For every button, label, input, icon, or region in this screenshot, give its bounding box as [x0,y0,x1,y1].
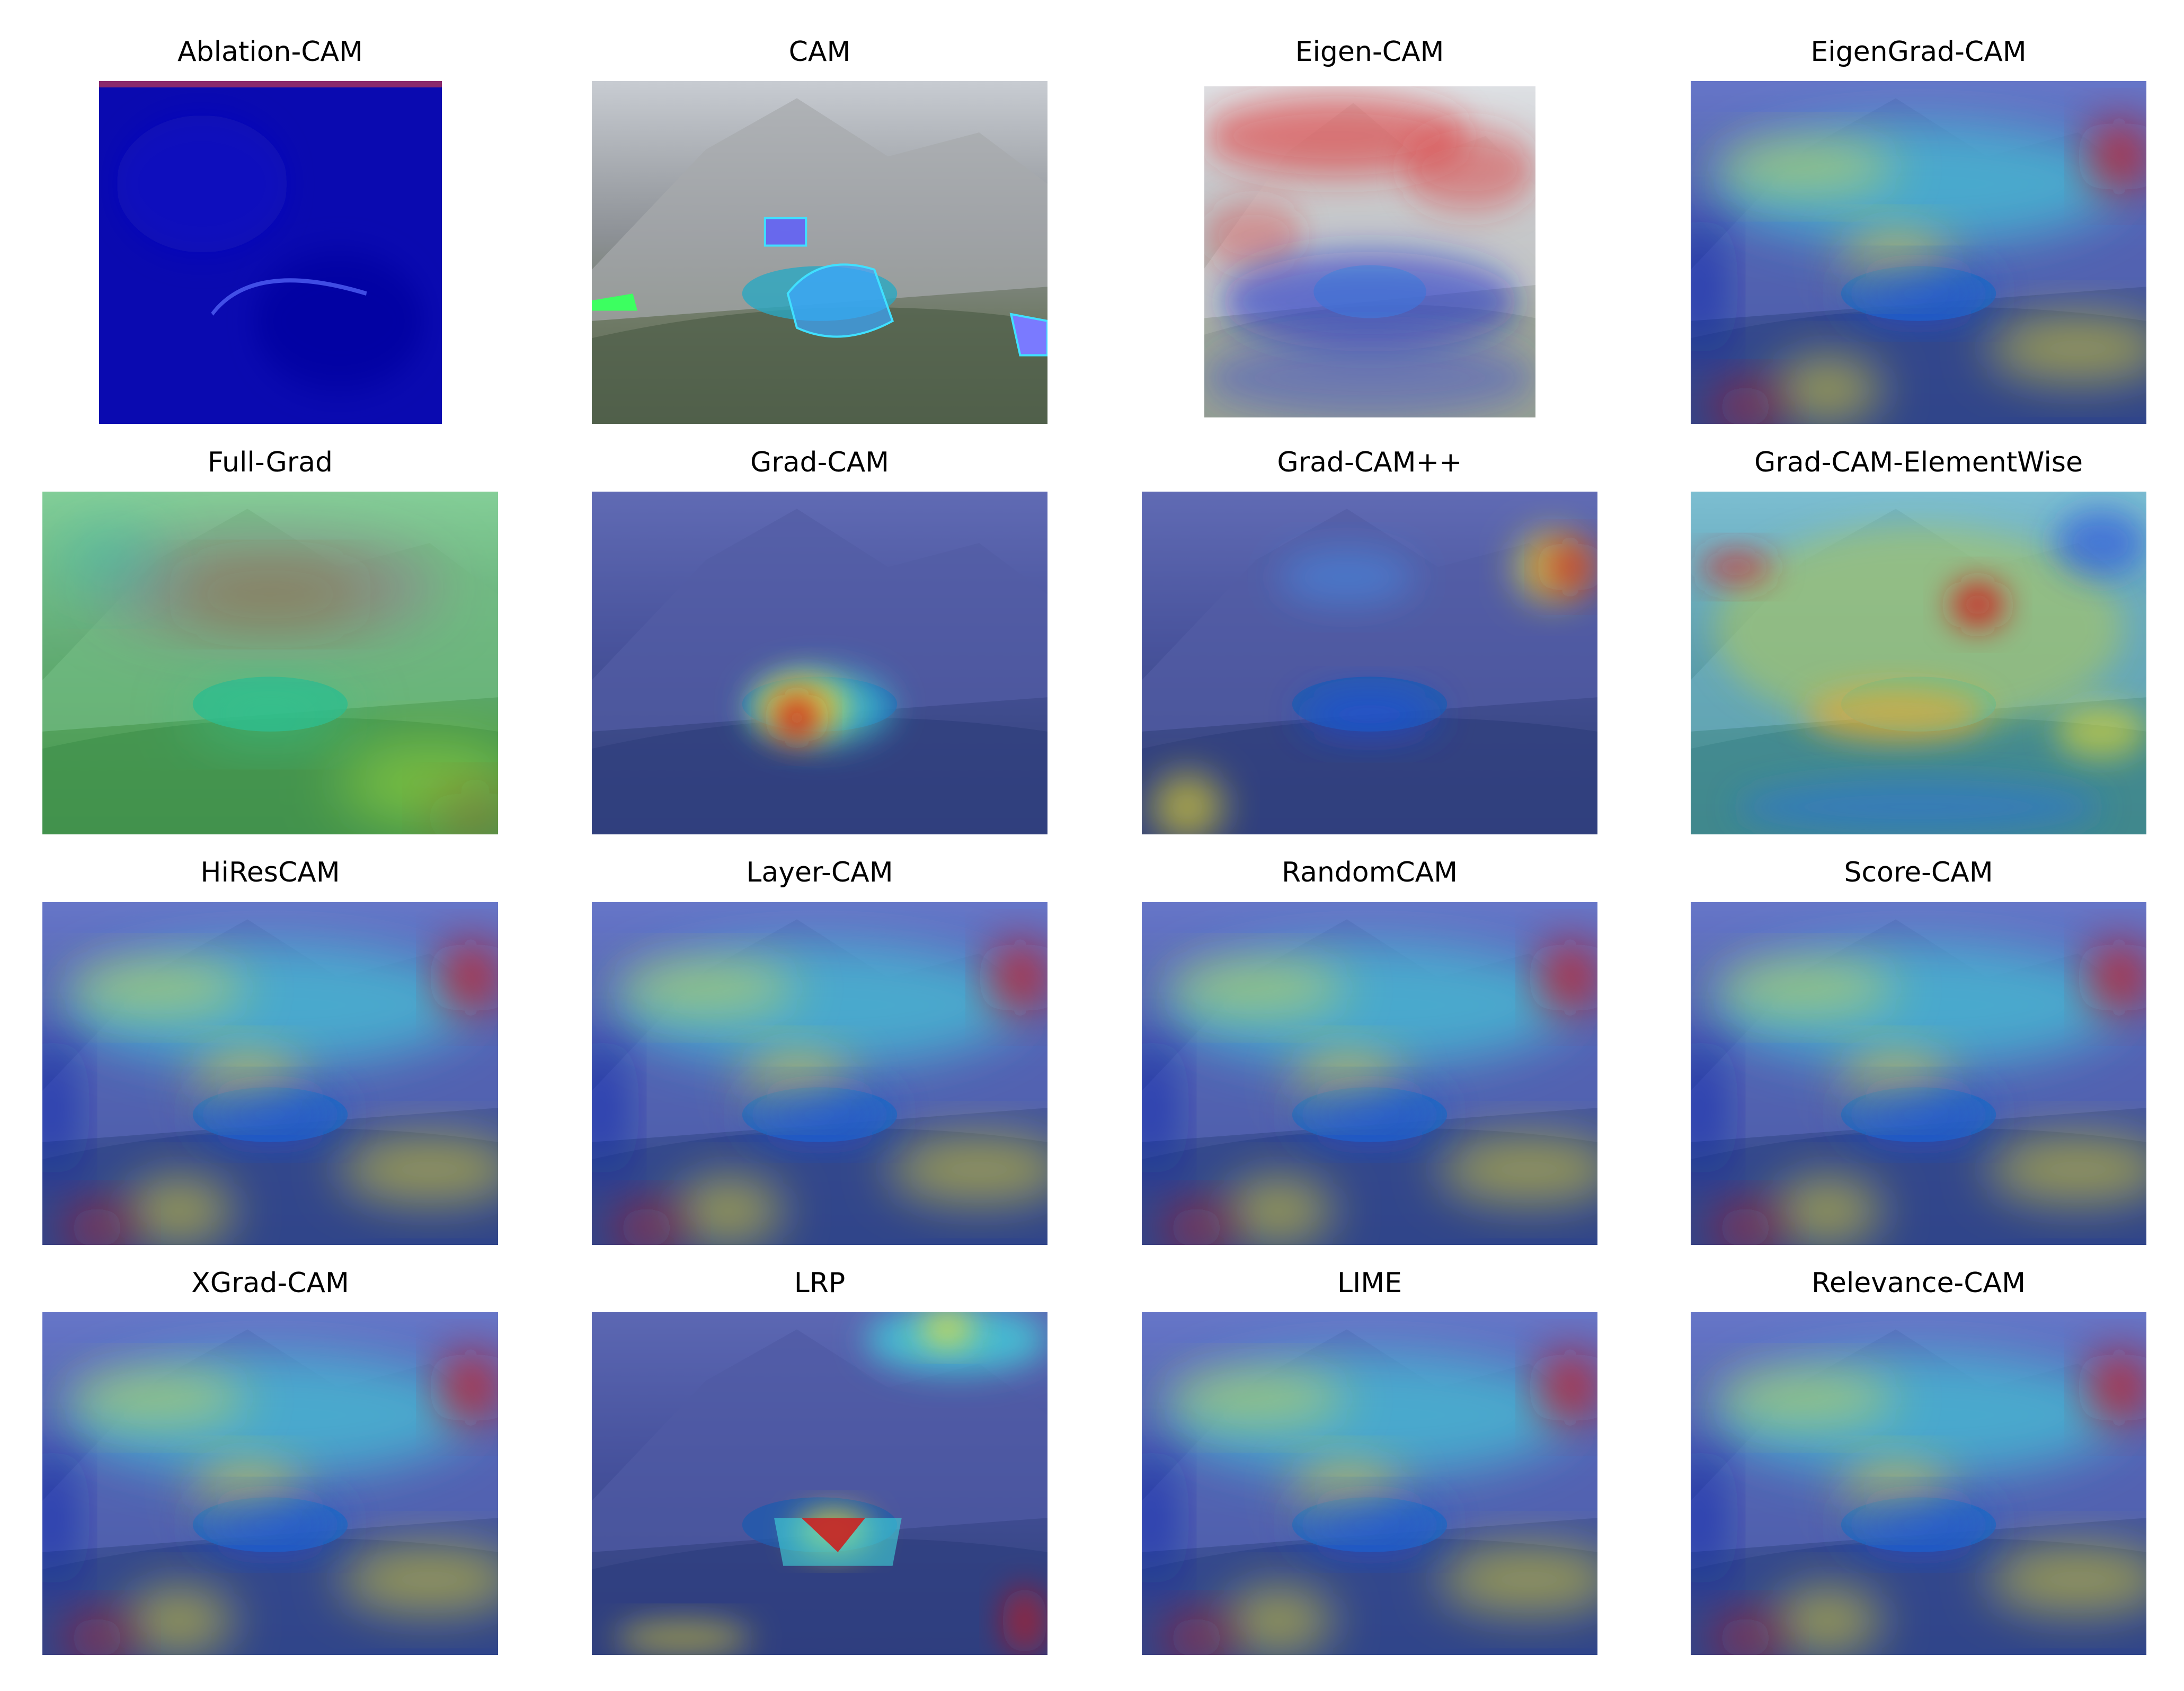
heatmap-image [1142,902,1597,1245]
panel-title-lime: LIME [1337,1267,1402,1299]
panel-title-relevance-cam: Relevance-CAM [1812,1267,2026,1299]
heatmap-image [42,1312,498,1655]
heatmap-cam [592,81,1047,424]
heatmap-full-grad [42,492,498,834]
heatmap-ablation-cam [99,81,442,424]
heatmap-randomcam [1142,902,1597,1245]
heatmap-eigengrad-cam [1691,81,2146,424]
panel-title-randomcam: RandomCAM [1281,857,1458,888]
heatmap-image [1691,1312,2146,1655]
heatmap-image [1204,86,1535,417]
heatmap-grad-cam-pp [1142,492,1597,834]
panel-title-hirescam: HiResCAM [200,857,340,888]
heatmap-image [592,902,1047,1245]
heatmap-score-cam [1691,902,2146,1245]
panel-title-full-grad: Full-Grad [207,447,333,478]
heatmap-image [1691,81,2146,424]
panel-title-lrp: LRP [794,1267,846,1299]
heatmap-image [592,492,1047,834]
heatmap-lime [1142,1312,1597,1655]
panel-title-grad-cam-elementwise: Grad-CAM-ElementWise [1754,447,2083,478]
panel-title-eigen-cam: Eigen-CAM [1295,36,1444,68]
heatmap-image [99,81,442,424]
heatmap-eigen-cam [1204,86,1535,417]
heatmap-image [1691,902,2146,1245]
heatmap-image [1142,1312,1597,1655]
heatmap-image [592,1312,1047,1655]
panel-title-grad-cam: Grad-CAM [750,447,890,478]
heatmap-lrp [592,1312,1047,1655]
heatmap-layer-cam [592,902,1047,1245]
heatmap-hirescam [42,902,498,1245]
heatmap-image [42,902,498,1245]
heatmap-xgrad-cam [42,1312,498,1655]
heatmap-grad-cam-elementwise [1691,492,2146,834]
heatmap-image [592,81,1047,424]
panel-title-eigengrad-cam: EigenGrad-CAM [1810,36,2027,68]
heatmap-grad-cam [592,492,1047,834]
heatmap-relevance-cam [1691,1312,2146,1655]
panel-title-cam: CAM [788,36,851,68]
panel-title-ablation-cam: Ablation-CAM [177,36,363,68]
panel-title-xgrad-cam: XGrad-CAM [191,1267,349,1299]
heatmap-image [1142,492,1597,834]
panel-title-grad-cam-pp: Grad-CAM++ [1277,447,1462,478]
panel-title-layer-cam: Layer-CAM [746,857,893,888]
heatmap-image [42,492,498,834]
heatmap-image [1691,492,2146,834]
panel-title-score-cam: Score-CAM [1844,857,1993,888]
